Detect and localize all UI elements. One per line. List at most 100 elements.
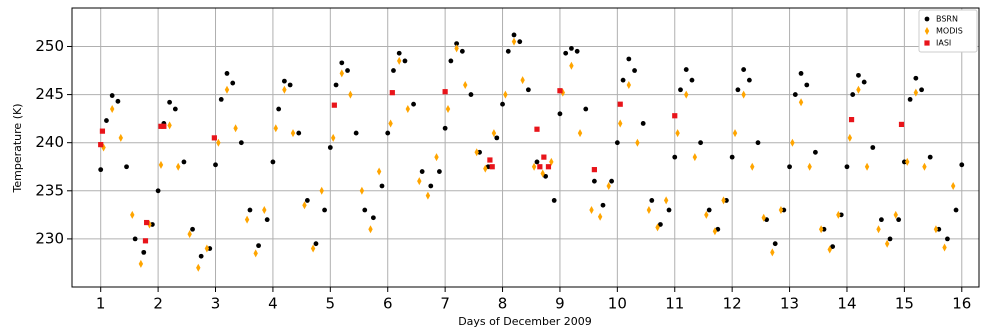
legend-label: MODIS [936, 27, 963, 36]
data-point [196, 263, 201, 272]
data-point [551, 198, 557, 203]
data-point [569, 46, 574, 51]
data-point [525, 87, 531, 93]
data-point [560, 88, 566, 97]
data-point [459, 48, 465, 54]
y-tick-label: 235 [35, 181, 64, 199]
data-point [913, 75, 919, 81]
data-point [290, 129, 296, 138]
data-point [98, 142, 104, 148]
data-point [807, 162, 812, 171]
data-point [850, 92, 856, 97]
data-point [327, 145, 333, 150]
data-point [142, 238, 149, 244]
data-point [683, 67, 689, 72]
data-point [557, 88, 563, 94]
data-point [879, 217, 884, 223]
data-point [494, 135, 500, 141]
data-point [138, 259, 144, 268]
data-point [626, 56, 632, 62]
data-point [468, 92, 474, 97]
data-point [330, 133, 336, 142]
data-point [856, 72, 861, 78]
data-point [898, 121, 905, 128]
data-point [792, 92, 798, 97]
data-point [945, 236, 950, 242]
data-point [830, 244, 836, 249]
legend-marker [924, 40, 930, 46]
data-point [339, 60, 345, 66]
data-point [919, 87, 924, 93]
data-point [213, 162, 218, 168]
data-point [167, 121, 172, 130]
data-point [511, 37, 517, 46]
data-point [626, 80, 632, 89]
data-point [847, 133, 853, 142]
data-point [264, 217, 270, 223]
data-point [155, 188, 161, 194]
data-point [419, 169, 425, 174]
data-point [827, 245, 832, 254]
data-point [132, 236, 138, 242]
data-point [172, 106, 178, 112]
data-point [368, 225, 373, 234]
data-point [161, 123, 167, 129]
data-point [370, 215, 376, 221]
data-point [861, 79, 867, 85]
data-point [282, 85, 287, 94]
x-tick-label: 13 [780, 295, 799, 313]
plot-frame [71, 7, 980, 288]
x-tick-label: 14 [837, 295, 856, 313]
data-point [821, 226, 827, 232]
data-point [901, 159, 907, 165]
data-point [158, 160, 164, 169]
data-point [463, 80, 468, 89]
data-point [296, 130, 302, 136]
y-tick-label: 245 [35, 85, 64, 103]
data-point [870, 145, 876, 150]
data-point [922, 162, 927, 171]
data-point [646, 206, 652, 215]
data-point [276, 106, 282, 112]
data-point [836, 210, 841, 219]
data-point [804, 82, 810, 88]
data-point [746, 77, 752, 83]
data-point [933, 225, 939, 234]
data-point [204, 244, 210, 253]
data-point [503, 90, 508, 99]
data-point [950, 181, 956, 190]
data-point [391, 68, 396, 73]
x-axis-label: Days of December 2009 [458, 315, 592, 328]
data-point [942, 243, 947, 252]
data-point [569, 61, 574, 70]
data-point [233, 124, 238, 133]
data-point [577, 129, 583, 138]
data-point [256, 243, 261, 249]
data-point [281, 78, 287, 84]
data-point [692, 153, 698, 162]
data-point [557, 111, 563, 117]
legend-marker [924, 27, 930, 35]
data-point [666, 207, 672, 213]
data-point [549, 157, 554, 166]
x-tick-label: 5 [326, 295, 336, 313]
data-point [798, 98, 804, 107]
data-point [158, 123, 164, 129]
data-point [124, 164, 129, 170]
data-point [198, 253, 204, 259]
data-point [167, 99, 172, 105]
data-point [389, 90, 395, 96]
y-tick-label: 230 [35, 229, 64, 247]
data-point [563, 50, 569, 56]
data-point [658, 222, 663, 227]
data-point [304, 198, 310, 203]
data-point [812, 149, 818, 155]
data-point [864, 162, 870, 171]
data-point [491, 129, 497, 138]
data-point [353, 130, 359, 136]
data-point [141, 249, 147, 255]
data-point [149, 222, 155, 227]
data-point [618, 119, 623, 128]
data-point [436, 169, 442, 174]
